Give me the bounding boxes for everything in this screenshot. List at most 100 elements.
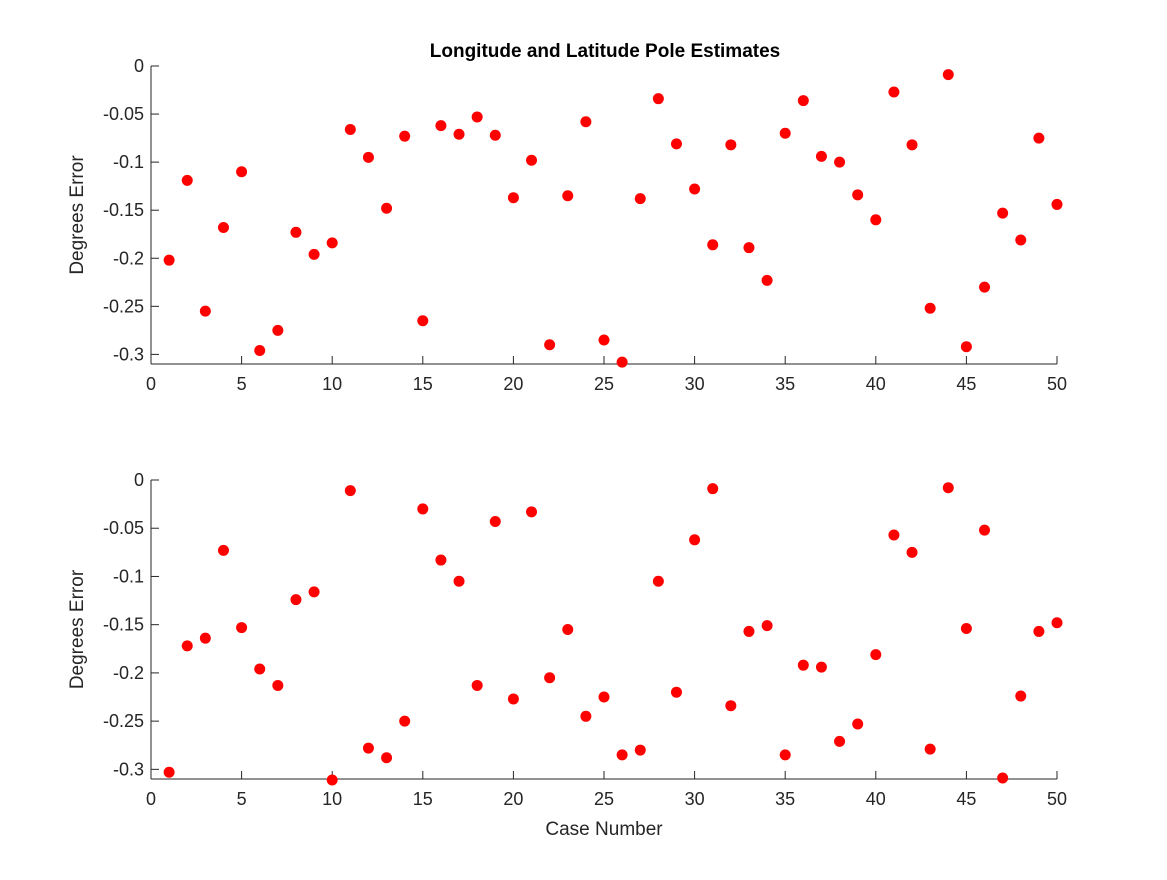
bottom-data-point [544,672,556,684]
bottom-data-point [924,743,936,755]
top-y-tick-label: 0 [134,56,144,76]
top-data-point [670,138,682,150]
bottom-data-point [1051,617,1063,629]
bottom-data-point [199,632,211,644]
top-data-point [942,69,954,81]
top-data-point [743,242,755,254]
bottom-x-tick-label: 10 [322,789,342,809]
top-x-tick-label: 45 [956,374,976,394]
bottom-data-point [870,649,882,661]
top-data-point [199,305,211,317]
top-data-point [236,166,248,178]
top-data-point [562,190,574,202]
bottom-data-point [163,766,175,778]
top-data-point [544,339,556,351]
bottom-x-tick-label: 15 [413,789,433,809]
bottom-data-point [272,679,284,691]
bottom-data-point [417,503,429,515]
bottom-x-tick-label: 0 [146,789,156,809]
bottom-data-point [888,529,900,541]
bottom-x-tick-label: 5 [237,789,247,809]
top-y-tick-label: -0.3 [113,344,144,364]
top-x-tick-label: 30 [685,374,705,394]
bottom-data-point [526,506,538,518]
bottom-data-point [453,575,465,587]
bottom-data-point [670,686,682,698]
top-data-point [906,139,918,151]
bottom-data-point [254,663,266,675]
bottom-data-point [743,625,755,637]
top-data-point [217,221,229,233]
bottom-data-point [960,623,972,635]
bottom-data-point [797,659,809,671]
bottom-x-tick-label: 50 [1047,789,1067,809]
bottom-y-axis-label: Degrees Error [67,569,88,689]
top-data-point [779,127,791,139]
bottom-data-point [906,546,918,558]
bottom-data-point [598,691,610,703]
bottom-y-tick-label: -0.3 [113,759,144,779]
bottom-data-point [435,554,447,566]
top-data-point [471,111,483,123]
bottom-data-point [217,544,229,556]
bottom-data-point [689,534,701,546]
bottom-x-tick-label: 35 [775,789,795,809]
top-data-point [960,341,972,353]
subplot-top: 0 5 10 15 20 25 30 35 40 45 50 0 -0.05 -0.1 -0.15 -0.2 -… [67,56,1067,394]
bottom-data-point [634,744,646,756]
bottom-data-point [979,524,991,536]
top-x-tick-label: 35 [775,374,795,394]
top-data-point [290,226,302,238]
bottom-x-tick-label: 20 [503,789,523,809]
top-data-point [1015,234,1027,246]
top-y-tick-label: -0.25 [103,296,144,316]
top-y-tick-label: -0.1 [113,152,144,172]
bottom-x-tick-label: 25 [594,789,614,809]
top-data-point [598,334,610,346]
top-y-axis-label: Degrees Error [67,155,88,275]
top-data-point [870,214,882,226]
top-data-point [924,302,936,314]
bottom-y-tick-label: 0 [134,470,144,490]
top-data-point [453,128,465,140]
bottom-data-point [580,710,592,722]
bottom-x-axis-label: Case Number [545,819,663,840]
top-y-tick-label: -0.05 [103,104,144,124]
top-data-point [308,248,320,260]
bottom-data-point [308,586,320,598]
bottom-data-point [236,622,248,634]
bottom-y-tick-label: -0.2 [113,663,144,683]
bottom-data-point [852,718,864,730]
top-data-point [761,274,773,286]
top-data-point [1033,132,1045,144]
bottom-data-point [471,679,483,691]
top-data-point [507,192,519,204]
top-data-point [689,183,701,195]
bottom-y-tick-label: -0.25 [103,711,144,731]
top-x-tick-label: 15 [413,374,433,394]
bottom-data-point [652,575,664,587]
top-data-point [163,254,175,266]
top-data-point [417,315,429,327]
top-data-point [652,93,664,105]
top-x-tick-label: 5 [237,374,247,394]
top-data-point [181,174,193,186]
bottom-data-point [507,693,519,705]
top-data-point [254,345,266,357]
bottom-data-point [326,774,338,786]
top-data-point [489,129,501,141]
top-data-point [725,139,737,151]
top-data-point [326,237,338,249]
bottom-data-point [997,772,1009,784]
subplot-bottom: 0 5 10 15 20 25 30 35 40 45 50 0 -0.05 -0.1 -0.15 -0.2 -… [67,470,1067,840]
figure-title: Longitude and Latitude Pole Estimates [430,41,780,62]
top-data-point [381,202,393,214]
top-data-point [634,193,646,205]
bottom-data-point [616,749,628,761]
bottom-data-point [290,594,302,606]
bottom-data-point [362,742,374,754]
bottom-data-point [489,515,501,527]
bottom-y-tick-label: -0.1 [113,566,144,586]
bottom-data-point [1033,625,1045,637]
